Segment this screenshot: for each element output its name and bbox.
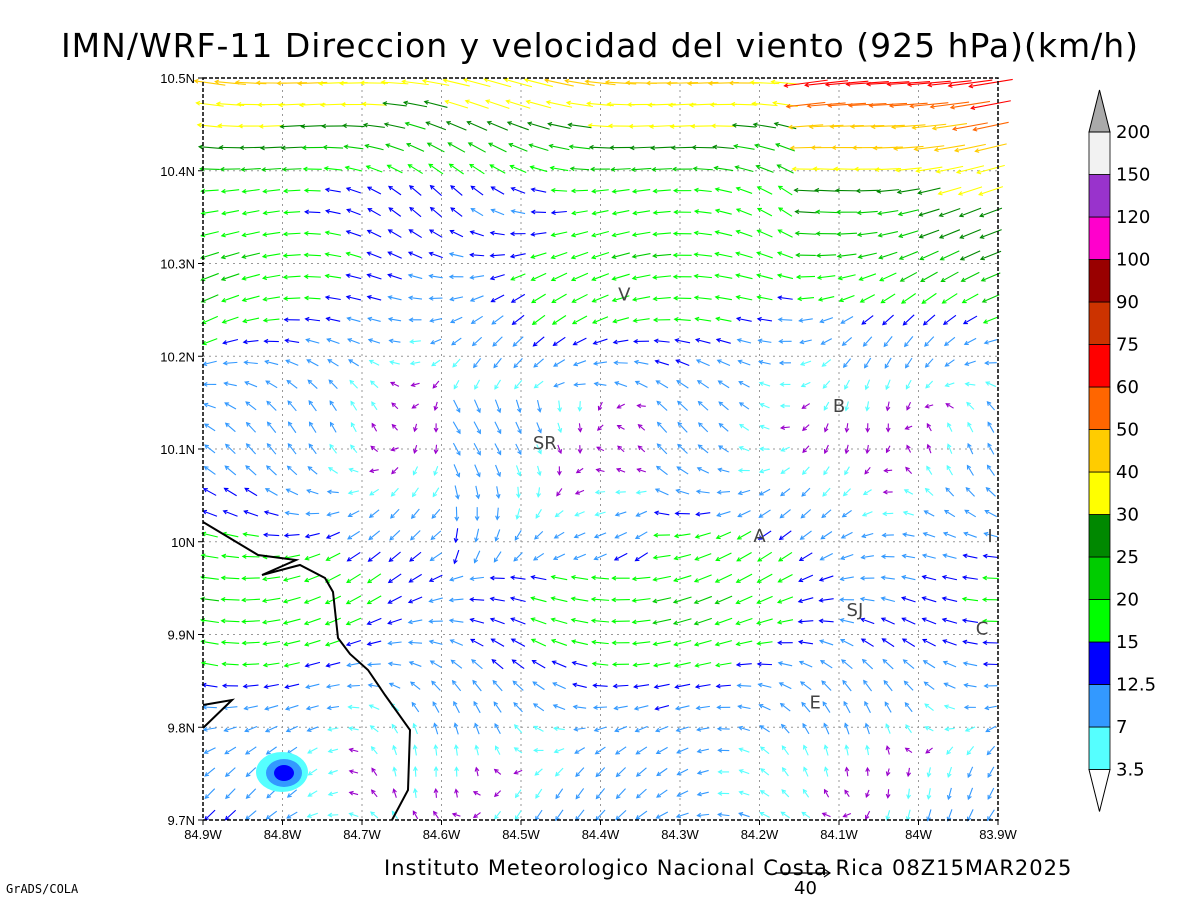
colorbar-level-label: 200 [1116, 122, 1150, 143]
x-tick-label: 84.2W [741, 827, 779, 842]
coastline-peninsula [202, 698, 236, 729]
station-labels: V SR B A I SJ C E [533, 285, 993, 714]
colorbar: 3.5 7 12.5 15 20 25 30 40 50 60 75 90 100 120 150 200 [1088, 89, 1156, 812]
colorbar-segment [1088, 386, 1111, 430]
axis-ticks: 84.9W 84.8W 84.7W 84.6W 84.5W 84.4W 84.3W 84.2W… [160, 71, 1017, 842]
x-tick-label: 84W [905, 827, 932, 842]
colorbar-segment [1088, 344, 1111, 388]
x-tick-label: 84.4W [582, 827, 620, 842]
x-tick-label: 84.7W [343, 827, 381, 842]
colorbar-segment [1088, 684, 1111, 728]
software-credit: GrADS/COLA [6, 882, 79, 896]
colorbar-level-label: 12.5 [1116, 675, 1156, 696]
colorbar-level-label: 75 [1116, 335, 1139, 356]
colorbar-segment [1088, 556, 1111, 600]
colorbar-segment [1088, 641, 1111, 685]
colorbar-level-label: 150 [1116, 165, 1150, 186]
x-tick-label: 84.8W [264, 827, 302, 842]
station-label-i: I [987, 526, 992, 547]
y-tick-label: 10.3N [160, 257, 195, 272]
colorbar-level-label: 15 [1116, 632, 1139, 653]
y-tick-label: 10.1N [160, 442, 195, 457]
colorbar-level-label: 100 [1116, 250, 1150, 271]
y-tick-label: 10N [171, 535, 195, 550]
x-tick-label: 83.9W [979, 827, 1017, 842]
y-tick-label: 9.9N [168, 628, 195, 643]
colorbar-segment [1088, 429, 1111, 473]
colorbar-level-label: 50 [1116, 420, 1139, 441]
colorbar-level-label: 20 [1116, 590, 1139, 611]
station-label-c: C [976, 619, 989, 640]
colorbar-segment [1088, 726, 1111, 770]
y-tick-label: 9.8N [168, 720, 195, 735]
colorbar-level-label: 40 [1116, 462, 1139, 483]
colorbar-level-label: 60 [1116, 377, 1139, 398]
map-title: IMN/WRF-11 Direccion y velocidad del vie… [60, 26, 1140, 65]
x-tick-label: 84.3W [661, 827, 699, 842]
coastline [202, 521, 412, 821]
wind-vectors [193, 77, 1013, 822]
reference-vector: 40 [775, 868, 832, 899]
station-label-sj: SJ [847, 600, 864, 621]
station-label-b: B [833, 396, 845, 417]
y-tick-label: 9.7N [168, 813, 195, 828]
reference-vector-label: 40 [794, 878, 817, 899]
colorbar-level-label: 3.5 [1116, 760, 1145, 781]
colorbar-upper-triangle [1088, 89, 1111, 133]
colorbar-segment [1088, 301, 1111, 345]
colorbar-segment [1088, 259, 1111, 303]
x-tick-label: 84.9W [184, 827, 222, 842]
colorbar-segment [1088, 471, 1111, 515]
footer-text: Instituto Meteorologico Nacional Costa R… [384, 856, 1073, 880]
y-tick-label: 10.2N [160, 349, 195, 364]
wind-speed-patch [256, 752, 308, 792]
x-tick-label: 84.6W [423, 827, 461, 842]
y-tick-label: 10.5N [160, 71, 195, 86]
colorbar-segment [1088, 174, 1111, 218]
colorbar-level-label: 30 [1116, 505, 1139, 526]
station-label-sr: SR [533, 433, 557, 454]
colorbar-segment [1088, 599, 1111, 643]
coastline-main [202, 521, 412, 821]
colorbar-segment [1088, 131, 1111, 175]
station-label-e: E [809, 693, 820, 714]
colorbar-level-label: 7 [1116, 717, 1127, 738]
x-tick-label: 84.5W [502, 827, 540, 842]
station-label-v: V [618, 285, 631, 306]
y-tick-label: 10.4N [160, 164, 195, 179]
colorbar-lower-triangle [1088, 769, 1111, 812]
colorbar-level-label: 120 [1116, 207, 1150, 228]
x-tick-label: 84.1W [820, 827, 858, 842]
colorbar-level-label: 90 [1116, 292, 1139, 313]
colorbar-level-label: 25 [1116, 547, 1139, 568]
colorbar-segment [1088, 216, 1111, 260]
station-label-a: A [753, 526, 766, 547]
colorbar-segment [1088, 514, 1111, 558]
